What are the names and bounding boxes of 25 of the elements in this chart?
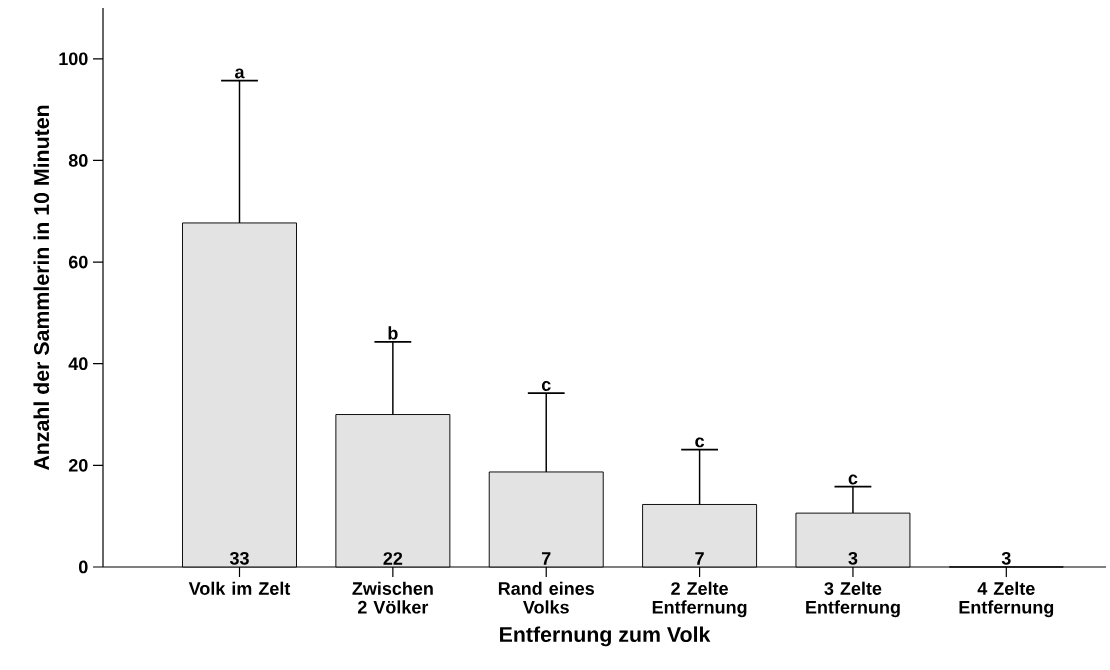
y-tick-label: 80 [68, 154, 88, 167]
x-axis-title: Entfernung zum Volk [500, 626, 711, 647]
annotation: a [235, 68, 245, 79]
annotation: b [388, 326, 398, 340]
x-tick-label: Zwischen 2 Völker [352, 581, 433, 614]
x-tick-label: Volk im Zelt [188, 581, 291, 595]
y-tick-label: 60 [68, 255, 88, 269]
annotation: 3 [1001, 551, 1011, 565]
annotation: c [695, 437, 705, 448]
x-tick-label: 3 Zelte Entfernung [806, 581, 900, 618]
x-tick-label: 4 Zelte Entfernung [959, 581, 1054, 618]
annotation: 3 [848, 551, 858, 565]
y-tick-label: 100 [59, 52, 88, 66]
y-axis-title: Anzahl der Sammlerin in 10 Minuten [33, 105, 50, 471]
annotation: 22 [383, 552, 403, 565]
y-tick-label: 40 [68, 357, 88, 371]
y-tick-label: 0 [79, 560, 88, 574]
x-tick-label: Rand eines Volks [498, 581, 595, 614]
annotation: 7 [541, 552, 551, 565]
annotation: c [848, 474, 858, 485]
y-tick-label: 20 [68, 458, 88, 472]
x-tick-label: 2 Zelte Entfernung [652, 581, 747, 618]
annotation: c [541, 381, 551, 391]
annotation: 33 [229, 551, 249, 565]
annotation: 7 [695, 552, 704, 565]
